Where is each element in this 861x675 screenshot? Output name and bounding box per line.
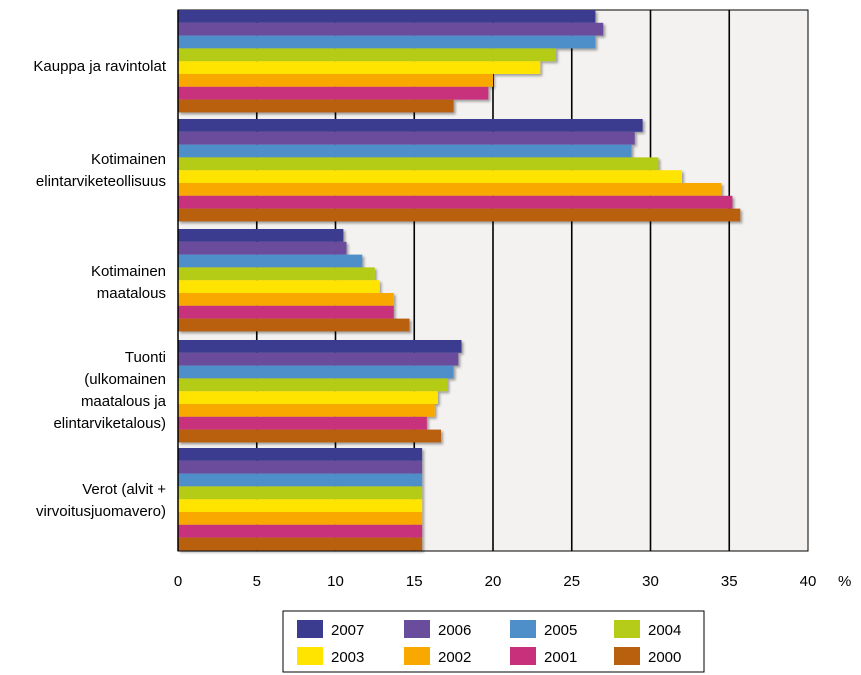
x-tick-label-0: 0	[174, 573, 182, 590]
bar-2000-1	[178, 208, 741, 222]
bar-2001-1	[178, 195, 733, 209]
bar-2005-2	[178, 254, 363, 268]
bar-2001-3	[178, 416, 427, 430]
legend-swatch-2004	[614, 620, 640, 638]
bar-2002-1	[178, 183, 722, 196]
x-axis-ticks: 0 5 10 15 20 25 30 35 40	[174, 573, 817, 590]
bar-2007-0	[178, 10, 596, 23]
legend-label-2002: 2002	[438, 649, 471, 666]
x-tick-label-30: 30	[642, 573, 659, 590]
legend-label-2001: 2001	[544, 649, 577, 666]
x-tick-label-20: 20	[485, 573, 502, 590]
legend-label-2000: 2000	[648, 649, 681, 666]
bar-2000-3	[178, 429, 442, 443]
x-tick-label-40: 40	[800, 573, 817, 590]
x-tick-label-25: 25	[563, 573, 580, 590]
legend: 2007 2006 2005 2004 2003 2002 2001 2000	[282, 610, 705, 673]
bar-2005-4	[178, 473, 423, 487]
bar-2003-3	[178, 391, 438, 404]
legend-swatch-2000	[614, 647, 640, 665]
category-label-3-3: elintarviketalous)	[53, 415, 166, 432]
bar-2007-1	[178, 119, 643, 132]
legend-swatch-2006	[404, 620, 430, 638]
bar-2004-4	[178, 486, 423, 500]
category-label-3-1: (ulkomainen	[84, 371, 166, 388]
bar-2004-0	[178, 48, 556, 62]
bar-2005-3	[178, 365, 454, 379]
x-tick-label-15: 15	[406, 573, 423, 590]
category-label-4-0: Verot (alvit +	[82, 481, 166, 498]
legend-swatch-2005	[510, 620, 536, 638]
bar-2002-4	[178, 512, 423, 525]
bar-2003-4	[178, 499, 423, 512]
bar-2003-0	[178, 61, 541, 74]
legend-label-2004: 2004	[648, 622, 681, 639]
bar-2006-0	[178, 22, 604, 36]
category-label-2-1: maatalous	[97, 285, 166, 302]
bar-2004-2	[178, 267, 375, 281]
bar-2007-2	[178, 229, 344, 242]
x-tick-label-10: 10	[327, 573, 344, 590]
x-tick-label-5: 5	[253, 573, 261, 590]
legend-label-2006: 2006	[438, 622, 471, 639]
bar-2002-3	[178, 404, 435, 417]
bar-2007-3	[178, 340, 462, 353]
bar-2006-4	[178, 460, 423, 474]
legend-swatch-2003	[297, 647, 323, 665]
legend-label-2005: 2005	[544, 622, 577, 639]
x-tick-label-35: 35	[721, 573, 738, 590]
bar-2002-0	[178, 74, 493, 87]
bar-2006-2	[178, 241, 347, 255]
category-label-1-0: Kotimainen	[91, 151, 166, 168]
bar-2002-2	[178, 293, 394, 306]
bar-2007-4	[178, 448, 423, 461]
bar-2005-1	[178, 144, 632, 158]
bar-group-1	[178, 119, 741, 222]
legend-label-2003: 2003	[331, 649, 364, 666]
bar-2003-2	[178, 280, 380, 293]
bar-2001-0	[178, 86, 489, 100]
bar-group-4	[178, 448, 423, 551]
bar-2005-0	[178, 35, 596, 49]
legend-label-2007: 2007	[331, 622, 364, 639]
bar-2001-4	[178, 524, 423, 538]
bar-2004-3	[178, 378, 448, 392]
bar-2003-1	[178, 170, 682, 183]
bar-group-2	[178, 229, 410, 332]
category-label-2-0: Kotimainen	[91, 263, 166, 280]
bar-2006-1	[178, 131, 635, 145]
bar-group-3	[178, 340, 462, 443]
legend-swatch-2002	[404, 647, 430, 665]
bar-2001-2	[178, 305, 394, 319]
category-label-3-2: maatalous ja	[81, 393, 167, 410]
bar-2006-3	[178, 352, 459, 366]
bars	[178, 10, 741, 551]
category-label-4-1: virvoitusjuomavero)	[36, 503, 166, 520]
legend-swatch-2001	[510, 647, 536, 665]
category-label-1-1: elintarviketeollisuus	[36, 173, 166, 190]
bar-2004-1	[178, 157, 659, 171]
category-label-0-0: Kauppa ja ravintolat	[33, 58, 166, 75]
bar-2000-0	[178, 99, 454, 113]
x-axis-unit-label: %	[838, 573, 851, 590]
bar-2000-4	[178, 537, 423, 551]
category-label-3-0: Tuonti	[125, 349, 166, 366]
category-labels: Kauppa ja ravintolat Kotimainen elintarvik…	[33, 58, 166, 520]
legend-swatch-2007	[297, 620, 323, 638]
bar-group-0	[178, 10, 604, 113]
bar-2000-2	[178, 318, 410, 332]
